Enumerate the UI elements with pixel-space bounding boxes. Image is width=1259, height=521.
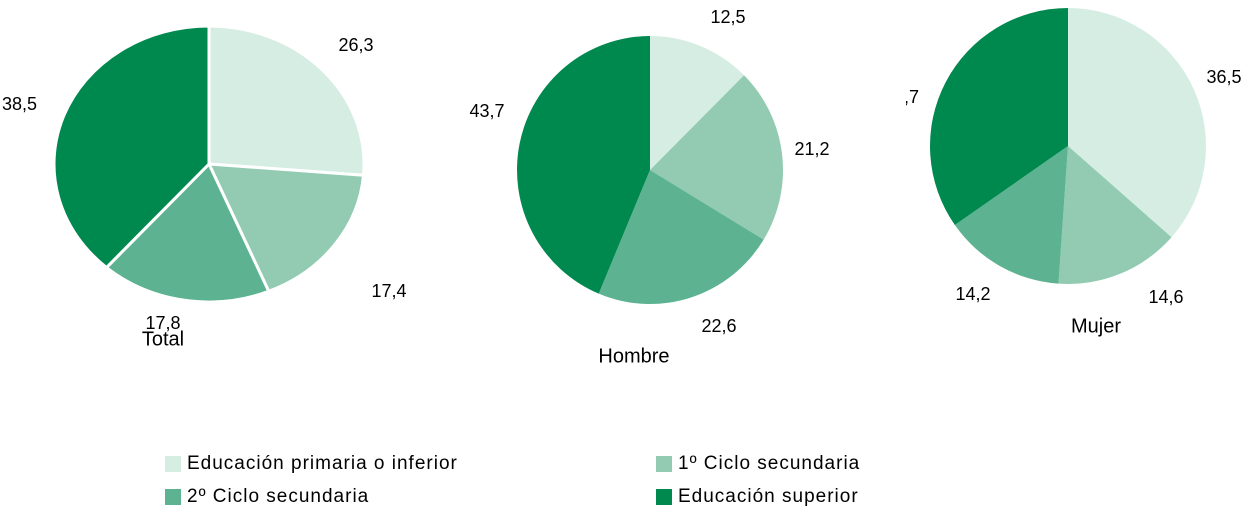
pie-slice: [206, 162, 366, 294]
data-label: 17,8: [145, 313, 180, 333]
pie-slice: [954, 146, 1068, 284]
data-label: 34,7: [884, 87, 919, 107]
data-label: 38,5: [2, 94, 37, 114]
legend-label: Educación superior: [678, 486, 859, 507]
pie-slice: [1058, 146, 1172, 284]
pie-slice: [517, 36, 650, 294]
legend-swatch: [656, 456, 672, 472]
legend-swatch: [656, 489, 672, 505]
data-label: 14,2: [955, 284, 990, 304]
data-label: 14,6: [1148, 287, 1183, 307]
chart-title: Hombre: [598, 345, 669, 367]
pie-slice: [52, 24, 211, 270]
data-label: 21,2: [794, 139, 829, 159]
data-label: 17,4: [371, 281, 406, 301]
data-label: 26,3: [338, 35, 373, 55]
pie-slice: [650, 36, 745, 170]
pie-slice: [104, 161, 271, 304]
data-label: 22,6: [701, 316, 736, 336]
pie-slice: [598, 170, 764, 304]
chart-title: Mujer: [1071, 315, 1121, 337]
data-label: 43,7: [469, 101, 504, 121]
legend-label: Educación primaria o inferior: [187, 453, 458, 474]
data-label: 36,5: [1206, 67, 1241, 87]
pie-slice: [650, 75, 783, 240]
pie-slice: [207, 24, 366, 177]
pie-slice: [1068, 8, 1207, 238]
legend-label: 2º Ciclo secundaria: [187, 486, 369, 507]
legend-swatch: [165, 456, 181, 472]
legend-label: 1º Ciclo secundaria: [678, 453, 860, 474]
data-label: 12,5: [710, 7, 745, 27]
pie-slice: [930, 8, 1068, 225]
legend-swatch: [165, 489, 181, 505]
chart-title: Total: [142, 328, 184, 350]
